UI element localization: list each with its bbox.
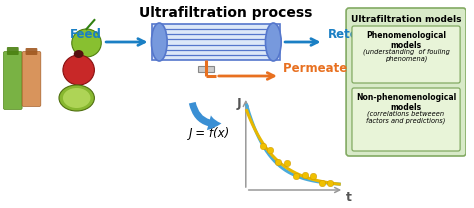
- Ellipse shape: [151, 23, 167, 61]
- Point: [259, 144, 266, 147]
- FancyBboxPatch shape: [352, 26, 460, 83]
- Ellipse shape: [59, 85, 94, 111]
- Text: t: t: [346, 191, 352, 204]
- Point: [274, 161, 282, 164]
- Ellipse shape: [63, 55, 94, 85]
- FancyBboxPatch shape: [22, 52, 41, 106]
- Text: (understanding  of fouling
phenomena): (understanding of fouling phenomena): [363, 48, 449, 62]
- Ellipse shape: [63, 88, 91, 108]
- Ellipse shape: [72, 29, 101, 57]
- FancyArrowPatch shape: [189, 102, 221, 130]
- Text: Feed: Feed: [69, 28, 101, 41]
- Point: [283, 162, 291, 165]
- Text: Retentate: Retentate: [328, 28, 394, 41]
- Point: [301, 174, 309, 177]
- Text: Non-phenomenological
models: Non-phenomenological models: [356, 93, 456, 112]
- FancyBboxPatch shape: [346, 8, 466, 156]
- FancyBboxPatch shape: [198, 66, 214, 72]
- FancyBboxPatch shape: [3, 52, 22, 109]
- FancyBboxPatch shape: [26, 48, 37, 55]
- Point: [292, 175, 300, 178]
- Point: [326, 181, 334, 184]
- Text: Permeate (J): Permeate (J): [283, 62, 366, 75]
- FancyBboxPatch shape: [352, 88, 460, 151]
- Text: Ultrafiltration process: Ultrafiltration process: [139, 6, 313, 20]
- Point: [266, 148, 274, 152]
- Point: [309, 175, 317, 178]
- Text: J = f(x): J = f(x): [189, 126, 230, 140]
- Point: [319, 181, 326, 185]
- Ellipse shape: [265, 23, 281, 61]
- Ellipse shape: [74, 50, 83, 58]
- Text: (correlations betweeen
factors and predictions): (correlations betweeen factors and predi…: [366, 110, 446, 124]
- FancyBboxPatch shape: [153, 24, 280, 60]
- FancyBboxPatch shape: [7, 47, 18, 55]
- Text: Ultrafiltration models: Ultrafiltration models: [351, 15, 461, 24]
- Text: Phenomenological
models: Phenomenological models: [366, 31, 446, 50]
- Text: J: J: [236, 97, 241, 110]
